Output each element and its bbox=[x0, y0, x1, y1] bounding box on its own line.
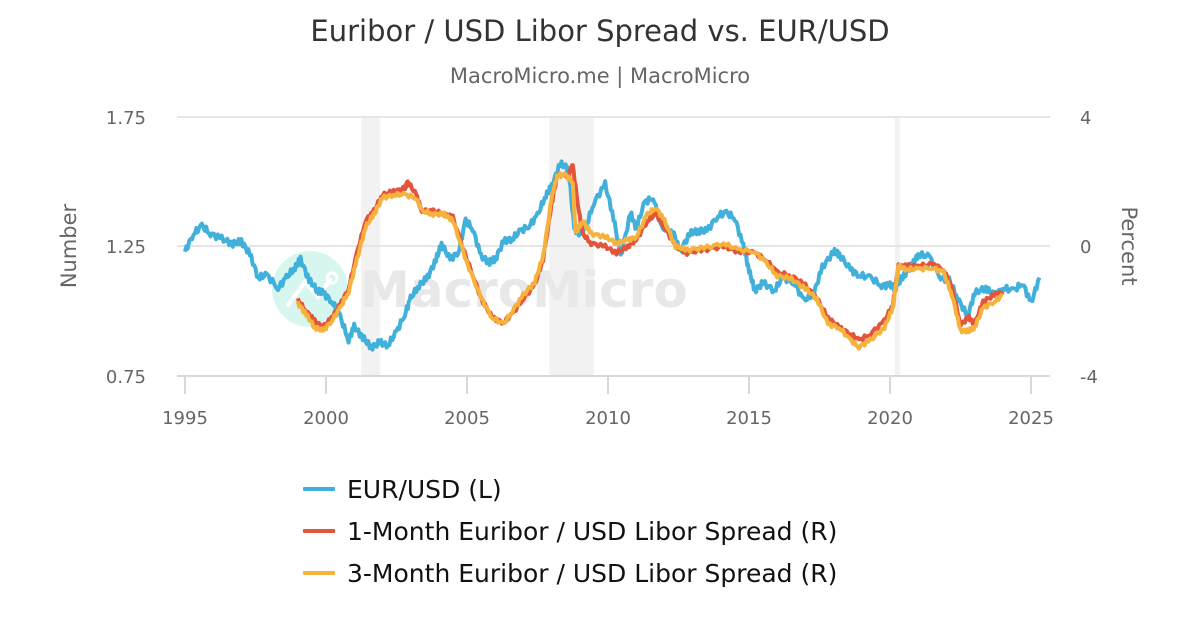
x-tick-label: 2025 bbox=[1008, 408, 1054, 429]
chart-subtitle: MacroMicro.me | MacroMicro bbox=[449, 64, 751, 88]
y-left-tick: 1.25 bbox=[106, 237, 146, 258]
legend-item-1m-spread[interactable]: 1-Month Euribor / USD Libor Spread (R) bbox=[303, 510, 837, 552]
x-tick-label: 2020 bbox=[867, 408, 913, 429]
y-axis-left: 1.75 1.25 0.75 Number bbox=[57, 108, 146, 388]
legend-label: 3-Month Euribor / USD Libor Spread (R) bbox=[347, 558, 838, 588]
series-lines bbox=[183, 159, 1042, 352]
y-left-tick: 1.75 bbox=[106, 108, 146, 129]
chart-title: Euribor / USD Libor Spread vs. EUR/USD bbox=[310, 14, 890, 48]
y-right-tick: 0 bbox=[1080, 237, 1091, 258]
y-axis-right: 4 0 -4 Percent bbox=[1080, 108, 1141, 388]
legend-label: EUR/USD (L) bbox=[347, 474, 502, 504]
legend-line-icon bbox=[303, 571, 335, 575]
series-line-3m-spread bbox=[295, 171, 1004, 351]
x-axis: 1995 2000 2005 2010 2015 2020 2025 bbox=[162, 376, 1054, 429]
y-left-axis-title: Number bbox=[57, 203, 81, 288]
y-right-tick: 4 bbox=[1080, 108, 1091, 129]
legend-item-eurusd[interactable]: EUR/USD (L) bbox=[303, 468, 837, 510]
x-tick-label: 2015 bbox=[726, 408, 772, 429]
legend: EUR/USD (L) 1-Month Euribor / USD Libor … bbox=[303, 468, 837, 594]
legend-item-3m-spread[interactable]: 3-Month Euribor / USD Libor Spread (R) bbox=[303, 552, 837, 594]
gridlines bbox=[177, 116, 1050, 377]
legend-line-icon bbox=[303, 529, 335, 533]
x-tick-label: 2005 bbox=[444, 408, 490, 429]
x-tick-label: 2010 bbox=[585, 408, 631, 429]
legend-line-icon bbox=[303, 487, 335, 491]
y-right-axis-title: Percent bbox=[1117, 206, 1141, 285]
series-line-eurusd bbox=[183, 159, 1042, 352]
x-tick-label: 1995 bbox=[162, 408, 208, 429]
legend-label: 1-Month Euribor / USD Libor Spread (R) bbox=[347, 516, 838, 546]
y-right-tick: -4 bbox=[1080, 367, 1098, 388]
y-left-tick: 0.75 bbox=[106, 367, 146, 388]
x-tick-label: 2000 bbox=[303, 408, 349, 429]
